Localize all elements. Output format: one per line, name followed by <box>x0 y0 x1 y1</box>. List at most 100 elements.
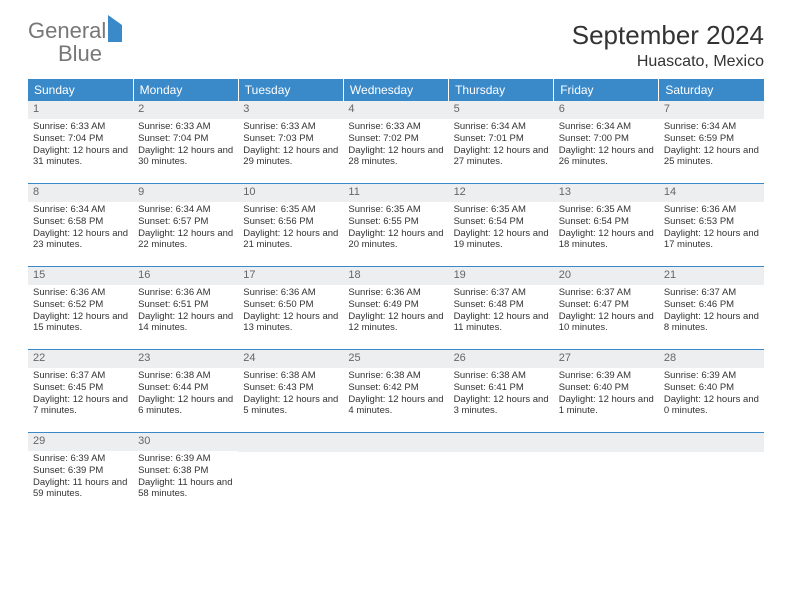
daylight-line: Daylight: 12 hours and 1 minute. <box>559 394 654 418</box>
daylight-line: Daylight: 12 hours and 18 minutes. <box>559 228 654 252</box>
day-cell: 6Sunrise: 6:34 AMSunset: 7:00 PMDaylight… <box>554 101 659 184</box>
sunset-line: Sunset: 6:59 PM <box>664 133 759 145</box>
daylight-line: Daylight: 12 hours and 21 minutes. <box>243 228 338 252</box>
daylight-line: Daylight: 12 hours and 23 minutes. <box>33 228 128 252</box>
location-label: Huascato, Mexico <box>572 53 764 71</box>
day-body: Sunrise: 6:34 AMSunset: 7:00 PMDaylight:… <box>554 121 659 172</box>
brand-part1: General <box>28 18 106 43</box>
sunset-line: Sunset: 6:51 PM <box>138 299 233 311</box>
calendar-row: 29Sunrise: 6:39 AMSunset: 6:39 PMDayligh… <box>28 433 764 516</box>
weekday-header: Sunday <box>28 79 133 101</box>
sunset-line: Sunset: 6:50 PM <box>243 299 338 311</box>
day-number-empty <box>659 433 764 452</box>
sunset-line: Sunset: 6:49 PM <box>348 299 443 311</box>
sunset-line: Sunset: 6:47 PM <box>559 299 654 311</box>
day-number: 10 <box>238 184 343 202</box>
day-number: 21 <box>659 267 764 285</box>
day-cell: 14Sunrise: 6:36 AMSunset: 6:53 PMDayligh… <box>659 184 764 267</box>
sunrise-line: Sunrise: 6:38 AM <box>454 370 549 382</box>
day-body: Sunrise: 6:38 AMSunset: 6:43 PMDaylight:… <box>238 370 343 421</box>
daylight-line: Daylight: 12 hours and 5 minutes. <box>243 394 338 418</box>
day-body: Sunrise: 6:35 AMSunset: 6:54 PMDaylight:… <box>554 204 659 255</box>
day-cell: 23Sunrise: 6:38 AMSunset: 6:44 PMDayligh… <box>133 350 238 433</box>
month-title: September 2024 <box>572 20 764 51</box>
daylight-line: Daylight: 12 hours and 10 minutes. <box>559 311 654 335</box>
day-number: 4 <box>343 101 448 119</box>
sunset-line: Sunset: 6:46 PM <box>664 299 759 311</box>
day-cell: 3Sunrise: 6:33 AMSunset: 7:03 PMDaylight… <box>238 101 343 184</box>
day-number: 9 <box>133 184 238 202</box>
sunrise-line: Sunrise: 6:36 AM <box>138 287 233 299</box>
sunset-line: Sunset: 7:04 PM <box>33 133 128 145</box>
sunrise-line: Sunrise: 6:38 AM <box>348 370 443 382</box>
calendar-row: 1Sunrise: 6:33 AMSunset: 7:04 PMDaylight… <box>28 101 764 184</box>
daylight-line: Daylight: 12 hours and 19 minutes. <box>454 228 549 252</box>
weekday-header-row: SundayMondayTuesdayWednesdayThursdayFrid… <box>28 79 764 101</box>
day-cell: 11Sunrise: 6:35 AMSunset: 6:55 PMDayligh… <box>343 184 448 267</box>
day-cell: 15Sunrise: 6:36 AMSunset: 6:52 PMDayligh… <box>28 267 133 350</box>
day-body: Sunrise: 6:39 AMSunset: 6:39 PMDaylight:… <box>28 453 133 504</box>
header: General Blue September 2024 Huascato, Me… <box>28 20 764 71</box>
day-body: Sunrise: 6:33 AMSunset: 7:03 PMDaylight:… <box>238 121 343 172</box>
sunset-line: Sunset: 6:52 PM <box>33 299 128 311</box>
sunset-line: Sunset: 6:54 PM <box>454 216 549 228</box>
day-body: Sunrise: 6:37 AMSunset: 6:48 PMDaylight:… <box>449 287 554 338</box>
calendar-row: 22Sunrise: 6:37 AMSunset: 6:45 PMDayligh… <box>28 350 764 433</box>
brand-logo: General Blue <box>28 20 122 66</box>
daylight-line: Daylight: 12 hours and 17 minutes. <box>664 228 759 252</box>
day-number: 18 <box>343 267 448 285</box>
sunrise-line: Sunrise: 6:35 AM <box>243 204 338 216</box>
day-cell: 16Sunrise: 6:36 AMSunset: 6:51 PMDayligh… <box>133 267 238 350</box>
day-body: Sunrise: 6:39 AMSunset: 6:40 PMDaylight:… <box>659 370 764 421</box>
sunrise-line: Sunrise: 6:38 AM <box>138 370 233 382</box>
day-body: Sunrise: 6:35 AMSunset: 6:56 PMDaylight:… <box>238 204 343 255</box>
day-cell: 13Sunrise: 6:35 AMSunset: 6:54 PMDayligh… <box>554 184 659 267</box>
daylight-line: Daylight: 12 hours and 27 minutes. <box>454 145 549 169</box>
sunset-line: Sunset: 6:42 PM <box>348 382 443 394</box>
day-cell: 17Sunrise: 6:36 AMSunset: 6:50 PMDayligh… <box>238 267 343 350</box>
day-body: Sunrise: 6:39 AMSunset: 6:38 PMDaylight:… <box>133 453 238 504</box>
sunrise-line: Sunrise: 6:34 AM <box>33 204 128 216</box>
day-cell: 10 Sunrise: 6:35 AMSunset: 6:56 PMDayligh… <box>238 184 343 267</box>
day-body: Sunrise: 6:38 AMSunset: 6:41 PMDaylight:… <box>449 370 554 421</box>
day-cell: 22Sunrise: 6:37 AMSunset: 6:45 PMDayligh… <box>28 350 133 433</box>
weekday-header: Friday <box>554 79 659 101</box>
sunset-line: Sunset: 6:39 PM <box>33 465 128 477</box>
day-body: Sunrise: 6:36 AMSunset: 6:53 PMDaylight:… <box>659 204 764 255</box>
day-number: 24 <box>238 350 343 368</box>
sunrise-line: Sunrise: 6:33 AM <box>348 121 443 133</box>
day-cell: 20Sunrise: 6:37 AMSunset: 6:47 PMDayligh… <box>554 267 659 350</box>
day-body: Sunrise: 6:35 AMSunset: 6:55 PMDaylight:… <box>343 204 448 255</box>
day-body: Sunrise: 6:34 AMSunset: 6:58 PMDaylight:… <box>28 204 133 255</box>
logo-triangle-icon <box>108 15 122 42</box>
sunrise-line: Sunrise: 6:39 AM <box>138 453 233 465</box>
day-number-empty <box>449 433 554 452</box>
sunrise-line: Sunrise: 6:39 AM <box>33 453 128 465</box>
daylight-line: Daylight: 12 hours and 4 minutes. <box>348 394 443 418</box>
sunset-line: Sunset: 6:40 PM <box>559 382 654 394</box>
sunrise-line: Sunrise: 6:33 AM <box>243 121 338 133</box>
daylight-line: Daylight: 12 hours and 25 minutes. <box>664 145 759 169</box>
sunset-line: Sunset: 6:57 PM <box>138 216 233 228</box>
daylight-line: Daylight: 12 hours and 11 minutes. <box>454 311 549 335</box>
day-cell: 7Sunrise: 6:34 AMSunset: 6:59 PMDaylight… <box>659 101 764 184</box>
weekday-header: Thursday <box>449 79 554 101</box>
sunrise-line: Sunrise: 6:33 AM <box>33 121 128 133</box>
sunset-line: Sunset: 6:55 PM <box>348 216 443 228</box>
title-block: September 2024 Huascato, Mexico <box>572 20 764 71</box>
day-body: Sunrise: 6:37 AMSunset: 6:47 PMDaylight:… <box>554 287 659 338</box>
day-body: Sunrise: 6:33 AMSunset: 7:02 PMDaylight:… <box>343 121 448 172</box>
sunset-line: Sunset: 7:03 PM <box>243 133 338 145</box>
calendar-row: 15Sunrise: 6:36 AMSunset: 6:52 PMDayligh… <box>28 267 764 350</box>
sunrise-line: Sunrise: 6:35 AM <box>348 204 443 216</box>
day-body: Sunrise: 6:34 AMSunset: 7:01 PMDaylight:… <box>449 121 554 172</box>
sunrise-line: Sunrise: 6:39 AM <box>559 370 654 382</box>
calendar-page: General Blue September 2024 Huascato, Me… <box>0 0 792 535</box>
sunrise-line: Sunrise: 6:35 AM <box>559 204 654 216</box>
sunrise-line: Sunrise: 6:37 AM <box>664 287 759 299</box>
sunset-line: Sunset: 6:53 PM <box>664 216 759 228</box>
sunrise-line: Sunrise: 6:36 AM <box>664 204 759 216</box>
calendar-table: SundayMondayTuesdayWednesdayThursdayFrid… <box>28 79 764 515</box>
sunrise-line: Sunrise: 6:36 AM <box>243 287 338 299</box>
day-cell: 21Sunrise: 6:37 AMSunset: 6:46 PMDayligh… <box>659 267 764 350</box>
